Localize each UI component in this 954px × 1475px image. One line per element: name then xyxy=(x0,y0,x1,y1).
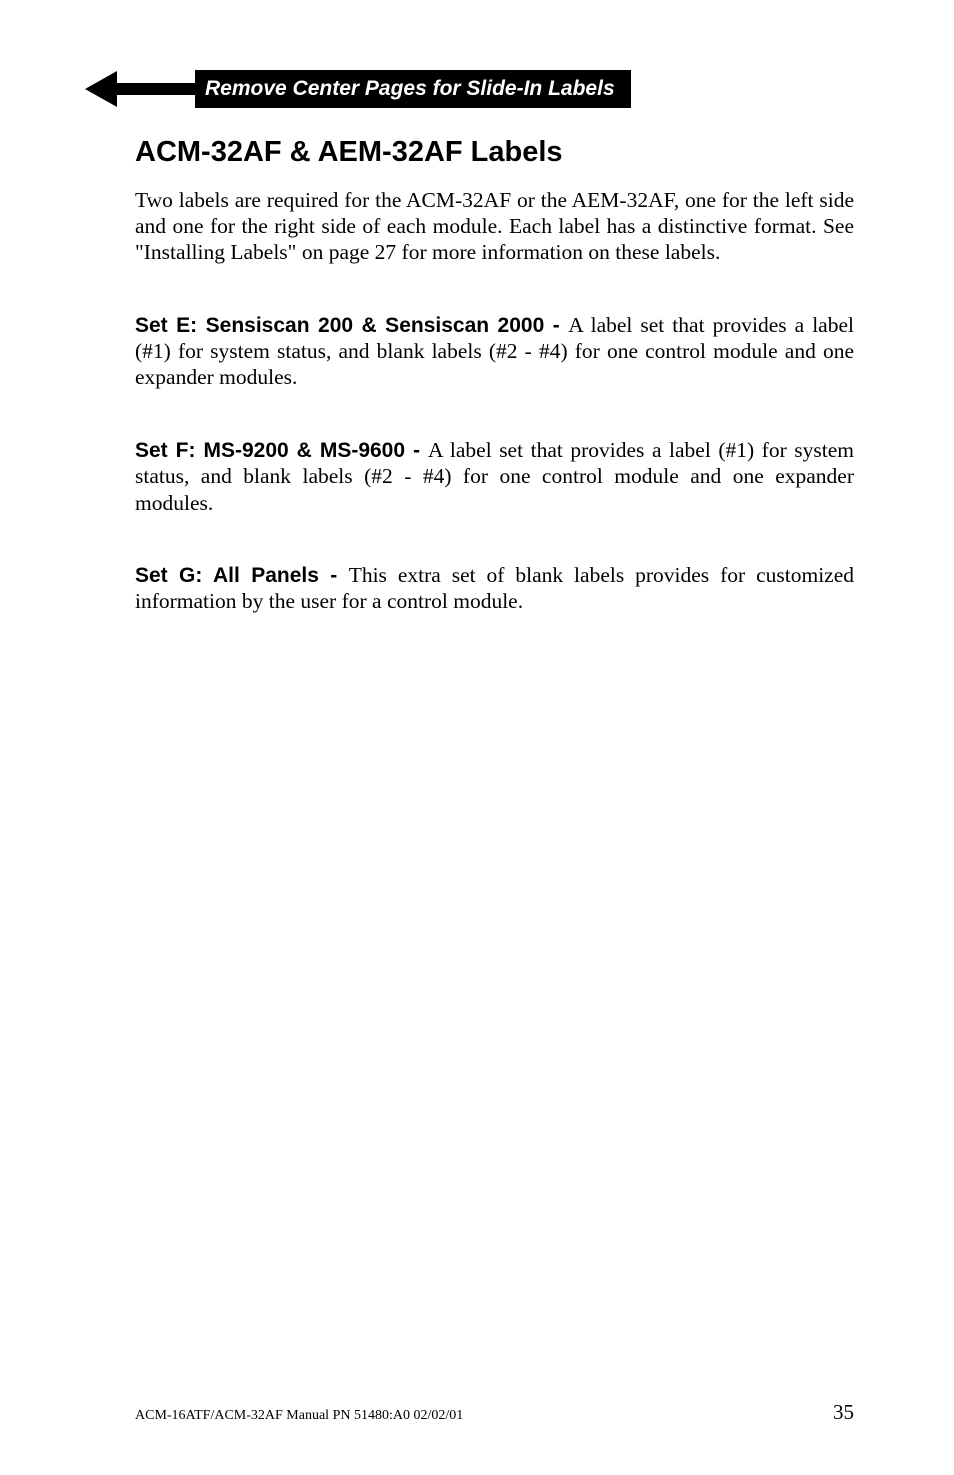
section-g: Set G: All Panels - This extra set of bl… xyxy=(135,562,854,615)
section-e: Set E: Sensiscan 200 & Sensiscan 2000 - … xyxy=(135,312,854,391)
section-f: Set F: MS-9200 & MS-9600 - A label set t… xyxy=(135,437,854,516)
footer: ACM-16ATF/ACM-32AF Manual PN 51480:A0 02… xyxy=(135,1400,854,1425)
banner: Remove Center Pages for Slide-In Labels xyxy=(85,70,854,108)
section-e-label: Set E: Sensiscan 200 & Sensiscan 2000 - xyxy=(135,314,568,337)
section-f-label: Set F: MS-9200 & MS-9600 - xyxy=(135,439,428,462)
arrow-bar xyxy=(117,83,195,95)
page-number: 35 xyxy=(833,1400,854,1425)
arrow-left-icon xyxy=(85,71,117,107)
banner-text: Remove Center Pages for Slide-In Labels xyxy=(195,70,631,108)
page-title: ACM-32AF & AEM-32AF Labels xyxy=(135,136,854,169)
intro-paragraph: Two labels are required for the ACM-32AF… xyxy=(135,187,854,266)
footer-left-text: ACM-16ATF/ACM-32AF Manual PN 51480:A0 02… xyxy=(135,1408,463,1424)
section-g-label: Set G: All Panels - xyxy=(135,564,349,587)
